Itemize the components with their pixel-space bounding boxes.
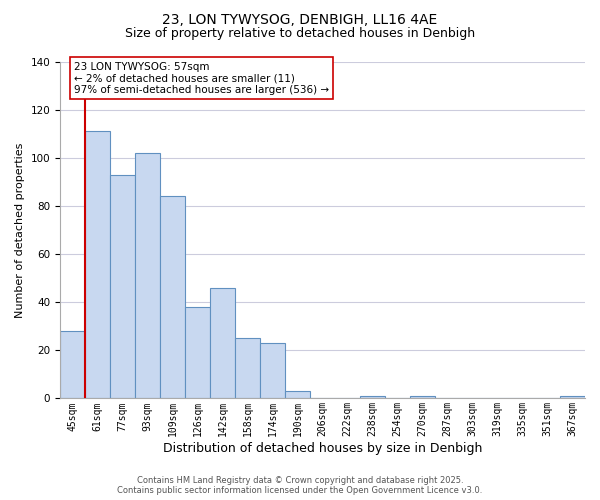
Bar xyxy=(185,307,210,398)
Bar xyxy=(160,196,185,398)
Bar xyxy=(235,338,260,398)
Text: 23, LON TYWYSOG, DENBIGH, LL16 4AE: 23, LON TYWYSOG, DENBIGH, LL16 4AE xyxy=(163,12,437,26)
Bar xyxy=(210,288,235,399)
Bar xyxy=(85,132,110,398)
Bar xyxy=(110,174,135,398)
Bar xyxy=(60,331,85,398)
Text: Size of property relative to detached houses in Denbigh: Size of property relative to detached ho… xyxy=(125,28,475,40)
Text: 23 LON TYWYSOG: 57sqm
← 2% of detached houses are smaller (11)
97% of semi-detac: 23 LON TYWYSOG: 57sqm ← 2% of detached h… xyxy=(74,62,329,94)
Bar xyxy=(285,391,310,398)
Y-axis label: Number of detached properties: Number of detached properties xyxy=(15,142,25,318)
Bar xyxy=(135,153,160,398)
Text: Contains HM Land Registry data © Crown copyright and database right 2025.
Contai: Contains HM Land Registry data © Crown c… xyxy=(118,476,482,495)
Bar xyxy=(560,396,585,398)
Bar xyxy=(410,396,435,398)
X-axis label: Distribution of detached houses by size in Denbigh: Distribution of detached houses by size … xyxy=(163,442,482,455)
Bar xyxy=(360,396,385,398)
Bar xyxy=(260,343,285,398)
